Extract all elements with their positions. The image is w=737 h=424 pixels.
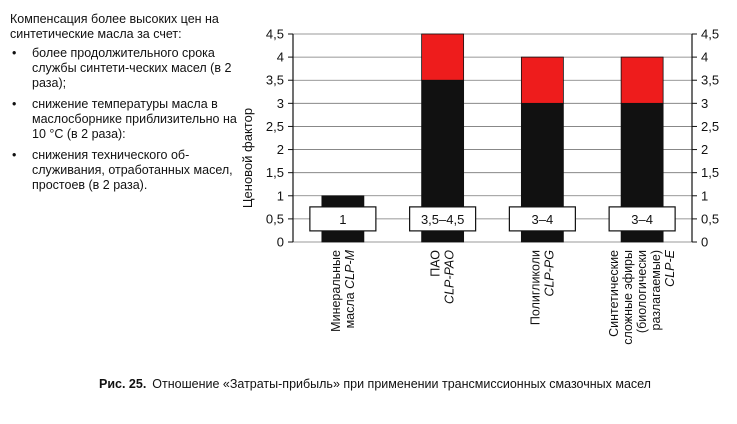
category-label: разлагаемые) — [649, 250, 663, 330]
value-label: 3,5–4,5 — [421, 212, 464, 227]
category-label: сложные эфиры — [621, 250, 635, 345]
bullet-icon: • — [12, 148, 17, 162]
right-tick-label: 1,5 — [701, 165, 719, 180]
category-label: CLP-PG — [542, 250, 556, 297]
right-tick-label: 2,5 — [701, 119, 719, 134]
side-bullet-text: снижение температуры масла в маслосборни… — [32, 97, 237, 141]
left-tick-label: 0 — [277, 235, 284, 250]
value-label: 3–4 — [631, 212, 653, 227]
category-label: масла CLP-M — [343, 249, 357, 328]
bar-segment — [520, 56, 564, 104]
bar-segment — [620, 56, 664, 104]
right-tick-label: 4 — [701, 50, 708, 65]
left-tick-label: 1 — [277, 188, 284, 203]
right-tick-label: 3,5 — [701, 73, 719, 88]
side-bullet-text: снижения технического об-служивания, отр… — [32, 148, 233, 192]
caption-number: Рис. 25. — [99, 377, 147, 391]
y-axis-title: Ценовой фактор — [240, 108, 255, 208]
category-label: Синтетические — [607, 250, 621, 337]
bar-segment — [421, 33, 465, 81]
category-label: CLP-PAO — [443, 250, 457, 304]
left-tick-label: 3,5 — [266, 73, 284, 88]
side-text: Компенсация более высоких цен на синтети… — [10, 12, 238, 199]
left-tick-label: 2,5 — [266, 119, 284, 134]
left-tick-label: 3 — [277, 96, 284, 111]
value-label: 1 — [339, 212, 346, 227]
value-label-box — [608, 206, 676, 232]
bullet-icon: • — [12, 97, 17, 111]
right-tick-label: 4,5 — [701, 27, 719, 42]
value-label-box — [409, 206, 477, 232]
right-tick-label: 2 — [701, 142, 708, 157]
value-label-box — [508, 206, 576, 232]
bullet-icon: • — [12, 46, 17, 60]
value-label: 3–4 — [532, 212, 554, 227]
left-tick-label: 4 — [277, 50, 284, 65]
left-tick-label: 0,5 — [266, 211, 284, 226]
category-label: Полигликоли — [528, 250, 542, 325]
left-tick-label: 1,5 — [266, 165, 284, 180]
side-bullet-item: • снижения технического об-служивания, от… — [10, 148, 238, 193]
category-label: Минеральные — [329, 250, 343, 332]
side-bullet-list: • более продолжительного срока службы син… — [10, 46, 238, 193]
cost-factor-chart: 0 0 0,5 0,5 1 1 1,5 1,5 2 2 2,5 2,5 3 3 3,5 3,5 4 4 4,5 4,5… — [240, 27, 719, 345]
right-tick-label: 0 — [701, 235, 708, 250]
category-label: (биологически — [635, 250, 649, 333]
side-bullet-item: • снижение температуры масла в маслосборн… — [10, 97, 238, 142]
caption-text: Отношение «Затраты-прибыль» при применен… — [152, 377, 651, 391]
left-tick-label: 4,5 — [266, 27, 284, 42]
right-tick-label: 0,5 — [701, 211, 719, 226]
figure-caption: Рис. 25. Отношение «Затраты-прибыль» при … — [55, 377, 695, 392]
category-label: ПАО — [429, 250, 443, 277]
category-label: CLP-E — [663, 249, 677, 286]
right-tick-label: 1 — [701, 188, 708, 203]
left-tick-label: 2 — [277, 142, 284, 157]
right-tick-label: 3 — [701, 96, 708, 111]
side-bullet-item: • более продолжительного срока службы син… — [10, 46, 238, 91]
side-bullet-text: более продолжительного срока службы синт… — [32, 46, 232, 90]
value-label-box — [309, 206, 377, 232]
side-intro: Компенсация более высоких цен на синтети… — [10, 12, 219, 41]
